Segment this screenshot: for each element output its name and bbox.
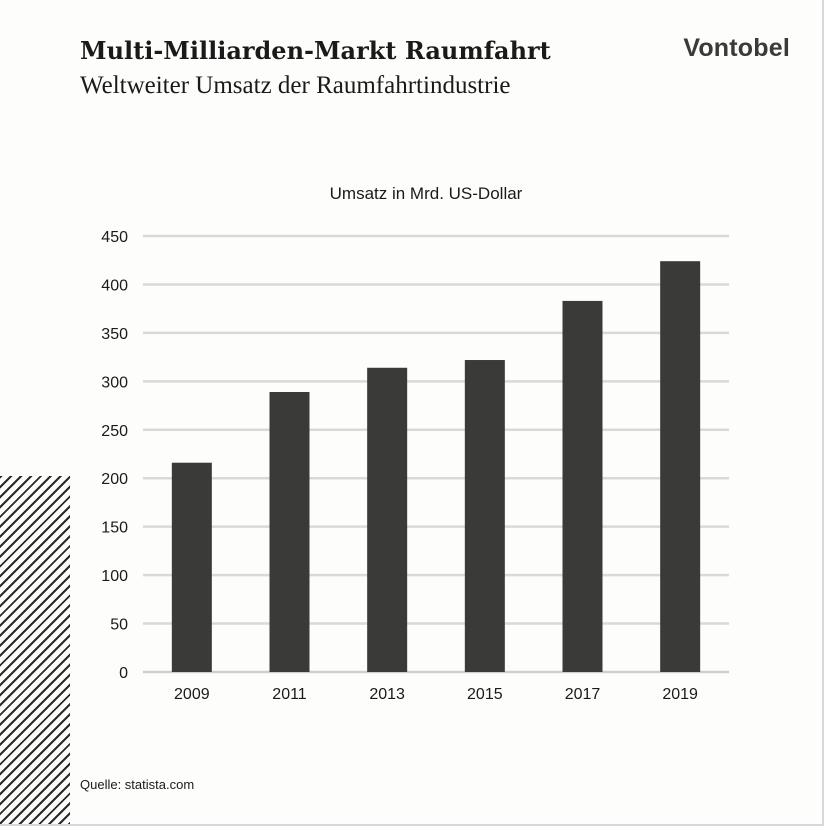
x-tick-label: 2013 [369,686,405,703]
x-tick-label: 2011 [272,686,307,703]
chart-title: Umsatz in Mrd. US-Dollar [330,184,523,203]
x-tick-label: 2009 [174,686,210,703]
y-tick-label: 300 [101,374,128,391]
decorative-hatch-pattern [0,476,70,824]
y-tick-label: 0 [119,665,128,682]
bar-2009 [171,462,212,672]
y-axis-ticks: 0 50 100 150 200 250 300 350 400 450 [101,229,128,682]
page-subtitle: Weltweiter Umsatz der Raumfahrtindustrie [80,72,511,99]
y-tick-label: 350 [101,326,128,343]
gridlines [143,234,729,674]
x-tick-label: 2015 [467,686,503,703]
page-title: Multi-Milliarden-Markt Raumfahrt [80,36,551,65]
x-tick-label: 2019 [662,686,698,703]
bar-2019 [660,261,701,672]
brand-logo: Vontobel [683,34,790,62]
bar-2017 [562,300,603,672]
x-tick-label: 2017 [565,686,601,703]
y-tick-label: 400 [101,277,128,294]
x-axis-ticks: 2009 2011 2013 2015 2017 2019 [174,686,698,703]
y-tick-label: 50 [110,617,128,634]
y-tick-label: 150 [101,520,128,537]
bars [171,261,701,672]
y-tick-label: 200 [101,471,128,488]
source-note: Quelle: statista.com [80,777,195,792]
bar-2015 [464,360,505,672]
bar-2011 [269,391,310,672]
y-tick-label: 250 [101,423,128,440]
y-tick-label: 100 [101,568,128,585]
y-tick-label: 450 [101,229,128,246]
bar-chart: Umsatz in Mrd. US-Dollar 0 50 100 150 200 250… [101,184,729,703]
bar-2013 [367,367,408,672]
